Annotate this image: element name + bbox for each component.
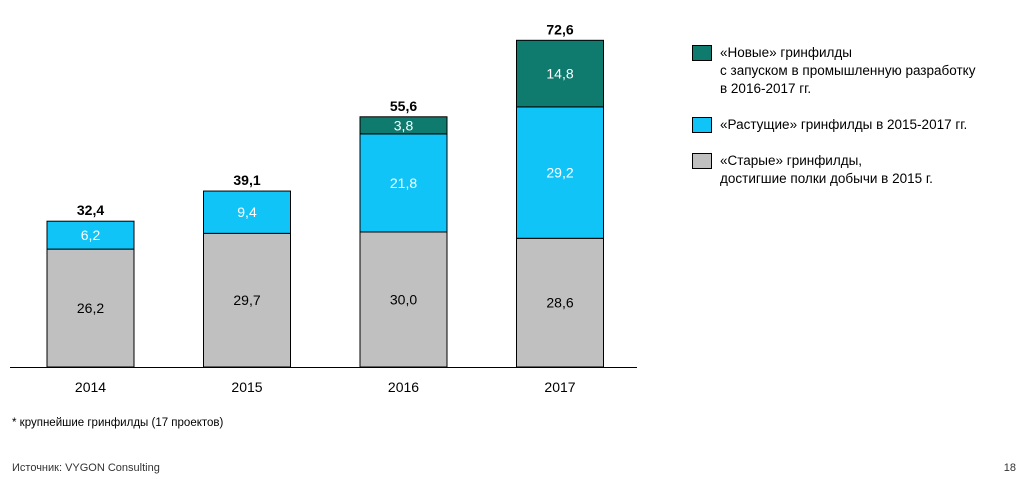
bar-segment [46,248,135,368]
bar-segment [203,190,291,234]
data-label: 21,8 [390,175,417,191]
bar-segment [516,106,604,239]
legend-swatch [692,153,712,169]
bar-segment [359,231,448,368]
stacked-bar-chart: 26,2 6,2 32,4 2014 29,7 9,4 39,1 2015 30,0 21,8 3,… [10,21,637,395]
data-label: 9,4 [237,204,257,220]
data-label: 26,2 [77,300,104,316]
data-label: 28,6 [546,295,573,311]
legend-label: «Новые» гринфилды с запуском в промышлен… [720,45,976,96]
x-tick-label: 2017 [544,379,575,395]
total-label: 39,1 [233,172,260,188]
footnote: * крупнейшие гринфилды (17 проектов) [12,417,224,429]
legend-item: «Старые» гринфилды, достигшие полки добы… [692,152,1022,188]
bar-segment [359,116,448,135]
legend-swatch [692,45,712,61]
legend-label: «Старые» гринфилды, достигшие полки добы… [720,153,933,186]
legend-label: «Растущие» гринфилды в 2015-2017 гг. [720,117,968,132]
data-label: 6,2 [81,227,101,243]
x-tick-label: 2015 [231,379,262,395]
total-label: 32,4 [77,202,104,218]
data-label: 30,0 [390,292,417,308]
total-label: 55,6 [390,98,417,114]
legend-swatch [692,117,712,133]
data-label: 14,8 [546,66,573,82]
x-tick-label: 2014 [75,379,106,395]
data-label: 3,8 [394,117,414,133]
page-number: 18 [1003,462,1016,474]
source-note: Источник: VYGON Consulting [12,462,160,474]
data-label: 29,2 [546,165,573,181]
bar-segment [516,237,604,368]
bar-segment [46,220,135,250]
total-label: 72,6 [546,21,573,37]
data-label: 29,7 [233,292,260,308]
legend: «Новые» гринфилды с запуском в промышлен… [692,44,1022,188]
legend-item: «Растущие» гринфилды в 2015-2017 гг. [692,116,1022,134]
bar-segment [359,133,448,233]
x-tick-label: 2016 [388,379,419,395]
legend-item: «Новые» гринфилды с запуском в промышлен… [692,44,1022,98]
bar-segment [516,39,604,108]
